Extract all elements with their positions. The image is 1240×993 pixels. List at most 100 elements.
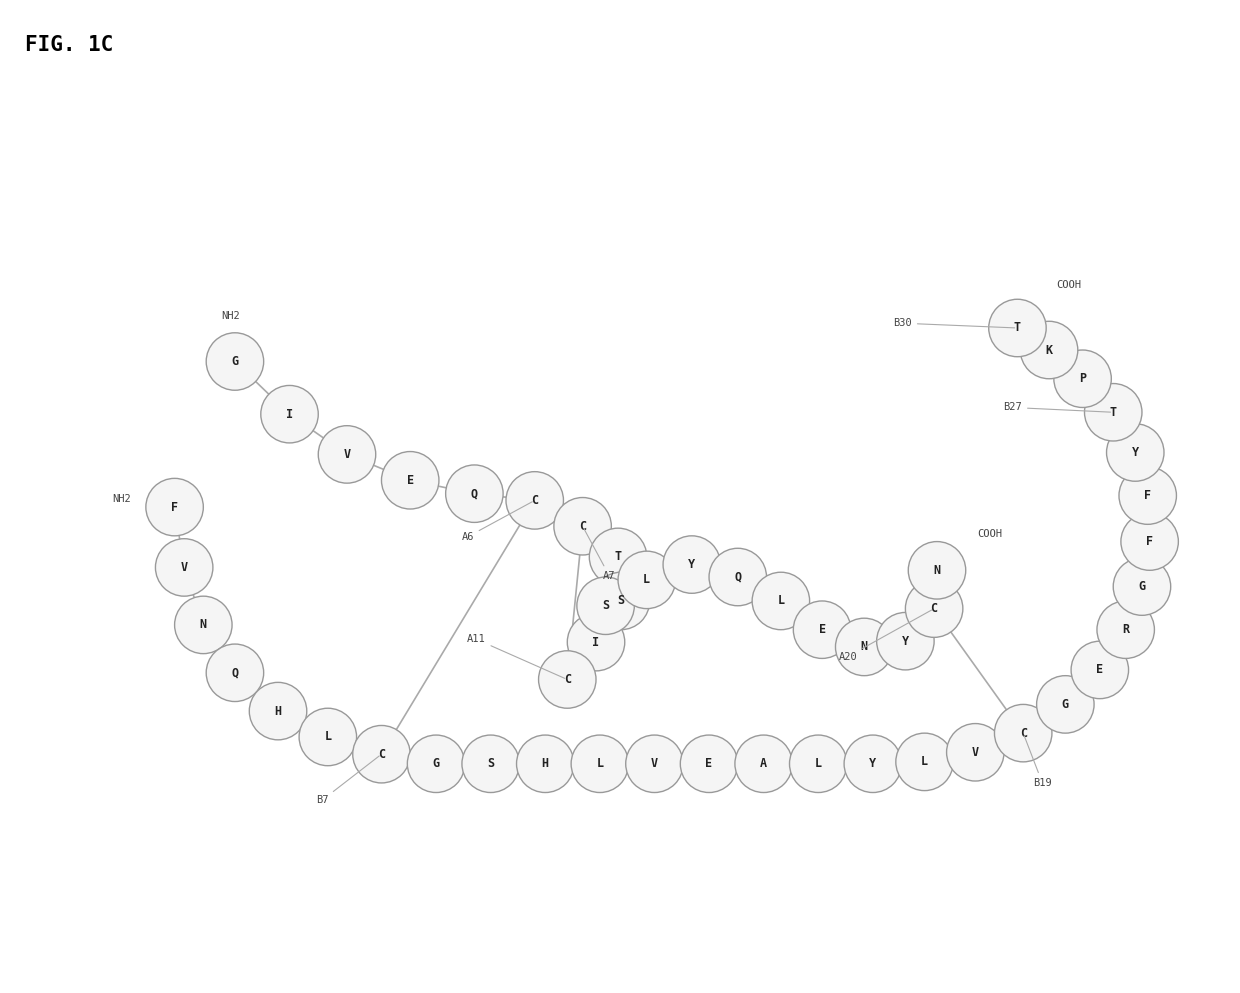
Text: L: L xyxy=(325,731,331,744)
Text: S: S xyxy=(618,595,625,608)
Circle shape xyxy=(681,735,738,792)
Text: Y: Y xyxy=(901,635,909,647)
Circle shape xyxy=(589,528,647,586)
Text: Q: Q xyxy=(232,666,238,679)
Text: C: C xyxy=(579,519,587,533)
Text: R: R xyxy=(1122,624,1130,637)
Circle shape xyxy=(905,580,963,638)
Text: Q: Q xyxy=(471,488,477,500)
Text: C: C xyxy=(531,494,538,506)
Circle shape xyxy=(577,577,635,635)
Circle shape xyxy=(1097,601,1154,658)
Circle shape xyxy=(593,572,650,630)
Circle shape xyxy=(319,426,376,484)
Text: N: N xyxy=(200,619,207,632)
Circle shape xyxy=(709,548,766,606)
Text: B30: B30 xyxy=(893,318,1014,329)
Circle shape xyxy=(407,735,465,792)
Circle shape xyxy=(1085,383,1142,441)
Text: V: V xyxy=(343,448,351,461)
Text: COOH: COOH xyxy=(977,529,1002,539)
Text: A6: A6 xyxy=(461,501,532,542)
Text: B7: B7 xyxy=(316,756,379,805)
Text: H: H xyxy=(274,705,281,718)
Text: V: V xyxy=(181,561,187,574)
Text: NH2: NH2 xyxy=(113,495,131,504)
Text: K: K xyxy=(1045,344,1053,356)
Text: F: F xyxy=(1145,490,1151,502)
Text: G: G xyxy=(1138,580,1146,593)
Text: L: L xyxy=(777,595,785,608)
Text: B27: B27 xyxy=(1003,402,1111,412)
Circle shape xyxy=(844,735,901,792)
Text: T: T xyxy=(615,550,621,563)
Text: I: I xyxy=(286,408,293,421)
Text: V: V xyxy=(651,758,658,771)
Circle shape xyxy=(352,726,410,782)
Text: C: C xyxy=(930,602,937,615)
Text: V: V xyxy=(972,746,978,759)
Text: A: A xyxy=(760,758,768,771)
Circle shape xyxy=(836,619,893,675)
Text: E: E xyxy=(818,624,826,637)
Circle shape xyxy=(908,541,966,599)
Text: L: L xyxy=(644,573,650,587)
Text: N: N xyxy=(934,564,941,577)
Text: Q: Q xyxy=(734,571,742,584)
Text: E: E xyxy=(1096,663,1104,676)
Circle shape xyxy=(1121,512,1178,570)
Circle shape xyxy=(794,601,851,658)
Circle shape xyxy=(506,472,563,529)
Circle shape xyxy=(988,299,1047,356)
Circle shape xyxy=(206,333,264,390)
Circle shape xyxy=(663,536,720,593)
Text: A7: A7 xyxy=(584,528,616,581)
Circle shape xyxy=(1037,675,1094,733)
Text: A11: A11 xyxy=(467,635,564,678)
Circle shape xyxy=(554,497,611,555)
Text: F: F xyxy=(1146,535,1153,548)
Circle shape xyxy=(1118,467,1177,524)
Text: N: N xyxy=(861,640,868,653)
Circle shape xyxy=(618,551,676,609)
Text: L: L xyxy=(596,758,604,771)
Text: E: E xyxy=(407,474,414,487)
Circle shape xyxy=(572,735,629,792)
Text: A20: A20 xyxy=(838,610,931,661)
Text: Y: Y xyxy=(688,558,696,571)
Text: F: F xyxy=(171,500,179,513)
Circle shape xyxy=(994,704,1052,762)
Circle shape xyxy=(626,735,683,792)
Text: T: T xyxy=(1014,322,1021,335)
Text: COOH: COOH xyxy=(1055,280,1081,290)
Text: G: G xyxy=(232,355,238,368)
Text: C: C xyxy=(1019,727,1027,740)
Circle shape xyxy=(538,650,596,708)
Text: C: C xyxy=(564,673,570,686)
Circle shape xyxy=(753,572,810,630)
Text: C: C xyxy=(378,748,386,761)
Text: B19: B19 xyxy=(1024,736,1052,787)
Circle shape xyxy=(1021,322,1078,378)
Text: Y: Y xyxy=(1132,446,1138,459)
Text: S: S xyxy=(487,758,495,771)
Circle shape xyxy=(1114,558,1171,616)
Text: E: E xyxy=(706,758,713,771)
Circle shape xyxy=(517,735,574,792)
Circle shape xyxy=(790,735,847,792)
Text: G: G xyxy=(1061,698,1069,711)
Circle shape xyxy=(877,613,934,670)
Text: T: T xyxy=(1110,406,1117,419)
Circle shape xyxy=(146,479,203,536)
Circle shape xyxy=(206,644,264,701)
Text: I: I xyxy=(593,636,600,648)
Text: L: L xyxy=(815,758,822,771)
Circle shape xyxy=(299,708,357,766)
Text: L: L xyxy=(921,756,928,769)
Text: H: H xyxy=(542,758,549,771)
Text: Y: Y xyxy=(869,758,877,771)
Text: NH2: NH2 xyxy=(221,311,239,321)
Circle shape xyxy=(1106,424,1164,482)
Circle shape xyxy=(155,538,213,596)
Circle shape xyxy=(1071,641,1128,699)
